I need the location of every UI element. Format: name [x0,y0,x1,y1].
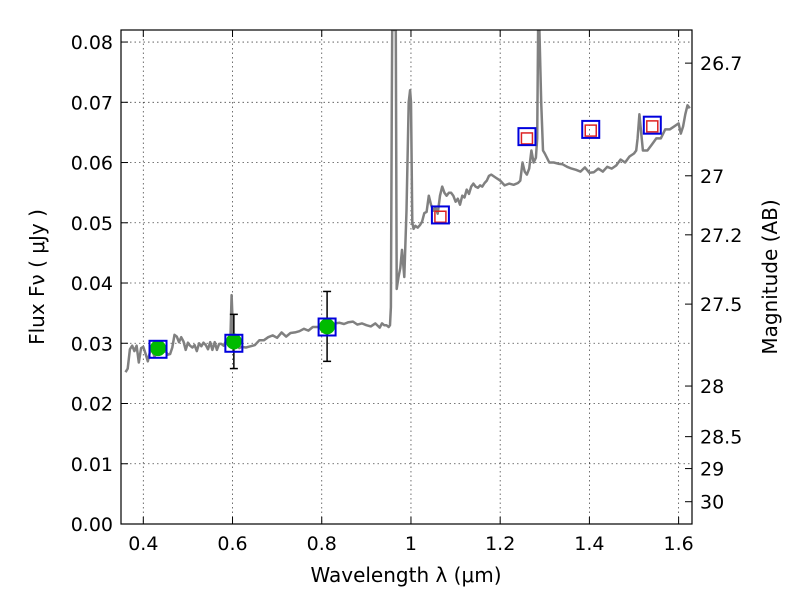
model-photometry-square [148,339,168,359]
y-tick-label: 0.00 [71,514,113,536]
mag-tick-label: 26.7 [700,53,742,75]
model-photometry-square [581,119,601,139]
detection-point [225,333,242,350]
y-tick-label: 0.08 [71,32,113,54]
mag-tick-label: 28.5 [700,427,742,449]
x-axis-title: Wavelength λ (μm) [310,563,501,587]
mag-tick-label: 27.5 [700,294,742,316]
sed-line [124,30,691,373]
y-tick-label: 0.01 [71,454,113,476]
x-tick-label: 0.8 [307,533,337,555]
y-tick-label: 0.06 [71,153,113,175]
plot-frame [120,29,693,525]
mag-tick-label: 27 [700,166,724,188]
upper-limit-square [434,210,447,224]
model-photometry-square [317,317,337,337]
model-photometry-square [224,333,244,353]
y-tick-label: 0.07 [71,92,113,114]
y-tick-label: 0.03 [71,333,113,355]
y-tick-label: 0.04 [71,273,113,295]
tick-marks [121,30,692,525]
x-tick-label: 1 [405,533,417,555]
y-axis-title: Flux Fν ( μJy ) [25,209,49,345]
data-layer [124,30,691,373]
y2-axis-title: Magnitude (AB) [758,199,782,354]
detection-point [319,318,336,335]
model-photometry-square [430,205,450,225]
model-photometry-square [517,127,537,147]
detection-point [150,340,167,357]
x-tick-label: 1.6 [664,533,694,555]
mag-tick-label: 27.2 [700,225,742,247]
upper-limit-square [646,120,659,133]
y-tick-label: 0.05 [71,213,113,235]
x-tick-label: 0.4 [128,533,158,555]
mag-tick-label: 29 [700,459,724,481]
x-tick-label: 1.2 [485,533,515,555]
tick-labels: 0.4 0.6 0.8 1 1.2 1.4 1.6 0.00 0.01 0.02 0.03 0.04 0… [71,32,743,555]
y-tick-label: 0.02 [71,394,113,416]
x-tick-label: 1.4 [574,533,604,555]
upper-limit-square [584,124,597,137]
upper-limit-square [520,132,534,145]
model-photometry-square [642,115,662,135]
x-tick-label: 0.6 [217,533,247,555]
mag-tick-label: 30 [700,492,724,514]
mag-tick-label: 28 [700,376,724,398]
